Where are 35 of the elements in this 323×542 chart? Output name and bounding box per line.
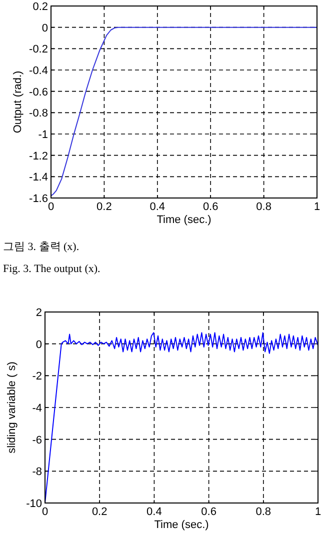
x-tick-label: 1: [314, 201, 320, 213]
y-axis-title: Output (rad.): [12, 70, 24, 134]
line-series: [50, 26, 318, 196]
x-tick-label: 0.8: [256, 506, 272, 518]
x-tick-label: 0.4: [146, 506, 162, 518]
x-tick-label: 0.2: [92, 506, 108, 518]
y-tick-label: -2: [32, 370, 42, 383]
caption: Fig. 3. The output (x).: [3, 263, 101, 275]
y-tick-label: -10: [26, 498, 42, 510]
y-tick-label: -6: [32, 434, 42, 446]
y-tick-label: 0: [36, 338, 42, 351]
x-tick-label: 0.6: [202, 201, 218, 213]
line-series: [44, 332, 318, 504]
x-tick-label: 0.8: [256, 201, 272, 213]
x-axis-title: Time (sec.): [156, 214, 212, 226]
y-tick-label: 0: [42, 22, 48, 34]
caption: 그림 3. 출력 (x).: [3, 241, 80, 253]
y-tick-label: -0.4: [29, 65, 48, 77]
x-tick-label: 1: [314, 506, 322, 518]
x-axis-title: Time (sec.): [154, 519, 209, 531]
y-tick-label: 0.2: [32, 1, 48, 13]
y-tick-label: -1.6: [29, 193, 48, 205]
x-tick-label: 0.6: [201, 506, 216, 518]
y-axis-title: sliding variable ( s): [6, 362, 18, 454]
y-tick-label: -1.4: [29, 172, 48, 184]
y-tick-label: -4: [32, 402, 42, 414]
y-tick-label: -0.8: [29, 108, 48, 120]
y-tick-label: -0.6: [29, 86, 48, 98]
x-tick-label: 0.2: [96, 201, 112, 213]
x-tick-label: 0.4: [150, 201, 166, 213]
y-tick-label: -0.2: [29, 44, 48, 56]
y-tick-label: -1: [38, 129, 48, 141]
y-tick-label: 2: [36, 307, 42, 319]
y-tick-label: -1.2: [29, 150, 48, 162]
y-tick-label: -8: [32, 466, 42, 478]
